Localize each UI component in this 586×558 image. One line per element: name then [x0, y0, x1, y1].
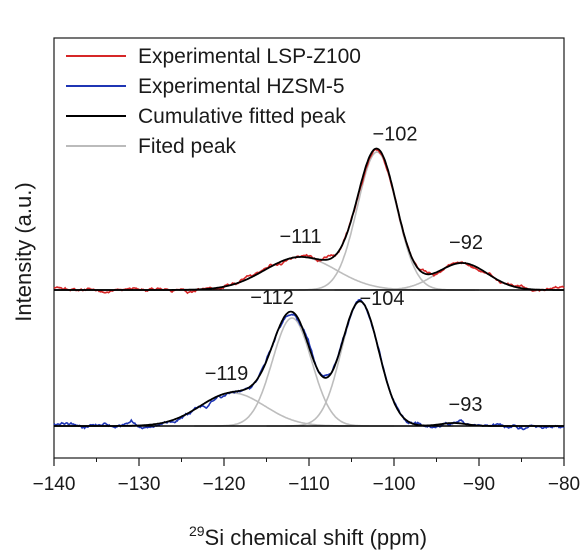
peak-label-0-1: −102: [372, 124, 417, 146]
plot-frame: [53, 37, 565, 459]
x-tick-label: −120: [203, 474, 246, 495]
cumulative-group: [54, 147, 564, 427]
x-tick-label: −110: [288, 474, 329, 495]
fitted-peak-0-1: [279, 151, 475, 291]
peak-label-1-2: −104: [359, 288, 404, 310]
fitted-peaks-group: [71, 151, 564, 427]
cumulative-fit-HZSM-5: [54, 300, 564, 427]
x-axis: −140 −130 −120 −110 −100 −90 −80: [33, 458, 580, 495]
peak-label-1-0: −119: [205, 363, 249, 385]
peak-label-1-3: −93: [449, 394, 483, 416]
legend-label-0: Experimental LSP-Z100: [138, 45, 361, 68]
cumulative-fit-LSP-Z100: [54, 147, 564, 291]
legend-label-3: Fited peak: [138, 135, 237, 158]
fitted-peak-1-0: [71, 392, 394, 427]
peak-label-0-2: −92: [449, 232, 483, 254]
x-tick-label: −130: [118, 474, 161, 495]
legend-label-1: Experimental HZSM-5: [138, 75, 345, 98]
peak-labels-group: −111 −102 −92 −119 −112 −104 −93: [205, 124, 483, 416]
x-tick-label: −90: [463, 474, 495, 495]
legend: Experimental LSP-Z100 Experimental HZSM-5…: [66, 45, 361, 158]
x-tick-label: −80: [548, 474, 580, 495]
y-axis-title: Intensity (a.u.): [11, 182, 36, 321]
experimental-LSP-Z100: [53, 148, 565, 295]
peak-label-1-1: −112: [250, 287, 294, 309]
x-axis-title-superscript: 29: [189, 523, 205, 539]
x-tick-label: −140: [33, 474, 76, 495]
x-axis-title: 29Si chemical shift (ppm): [189, 523, 427, 550]
peak-label-0-0: −111: [279, 226, 321, 248]
legend-label-2: Cumulative fitted peak: [138, 105, 346, 128]
fitted-peak-1-2: [266, 300, 454, 427]
fitted-peak-0-2: [334, 262, 564, 291]
x-tick-label: −100: [373, 474, 416, 495]
experimental-HZSM-5: [53, 299, 565, 431]
x-axis-title-text: Si chemical shift (ppm): [205, 525, 428, 550]
